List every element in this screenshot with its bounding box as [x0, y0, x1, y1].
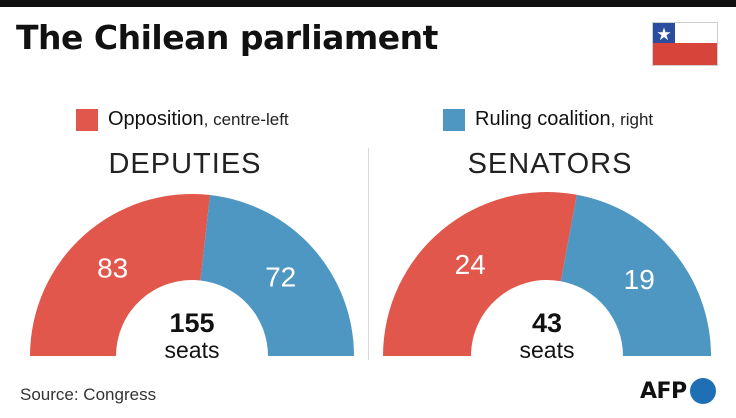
legend-sub-ruling: , right	[610, 109, 654, 129]
deputies-total-unit: seats	[165, 337, 220, 363]
legend-swatch-opposition	[76, 108, 98, 131]
page-title: The Chilean parliament	[16, 18, 438, 57]
chile-flag-icon	[652, 22, 718, 66]
deputies-value-label-opposition: 83	[97, 252, 128, 283]
afp-logo: AFP	[640, 378, 716, 404]
chart-divider	[368, 148, 369, 360]
chart-title-deputies: DEPUTIES	[108, 148, 262, 180]
chart-title-senators: SENATORS	[467, 148, 633, 180]
legend-label-ruling: Ruling coalition	[475, 108, 611, 130]
flag-star-icon	[657, 27, 671, 41]
senators-slice-ruling	[560, 194, 711, 356]
senators-total-value: 43	[532, 308, 562, 338]
senators-slice-opposition	[383, 191, 577, 356]
senators-value-label-opposition: 24	[455, 249, 486, 280]
flag-red-band	[653, 43, 717, 65]
deputies-slice-opposition	[30, 194, 211, 356]
deputies-total-value: 155	[169, 308, 214, 338]
top-rule	[0, 0, 736, 7]
afp-logo-dot	[689, 378, 716, 404]
afp-logo-text: AFP	[640, 378, 687, 404]
legend-swatch-ruling	[443, 108, 465, 131]
source-note: Source: Congress	[20, 385, 157, 404]
senators-total-unit: seats	[520, 337, 575, 363]
legend-sub-opposition: , centre-left	[203, 109, 289, 129]
deputies-value-label-ruling: 72	[265, 262, 296, 293]
senators-value-label-ruling: 19	[624, 264, 655, 295]
deputies-slice-ruling	[200, 195, 354, 356]
legend-label-opposition: Opposition	[108, 108, 204, 130]
flag-white-band	[673, 23, 717, 45]
legend-item-opposition: Opposition, centre-left	[76, 108, 289, 131]
legend-item-ruling: Ruling coalition, right	[443, 108, 653, 131]
